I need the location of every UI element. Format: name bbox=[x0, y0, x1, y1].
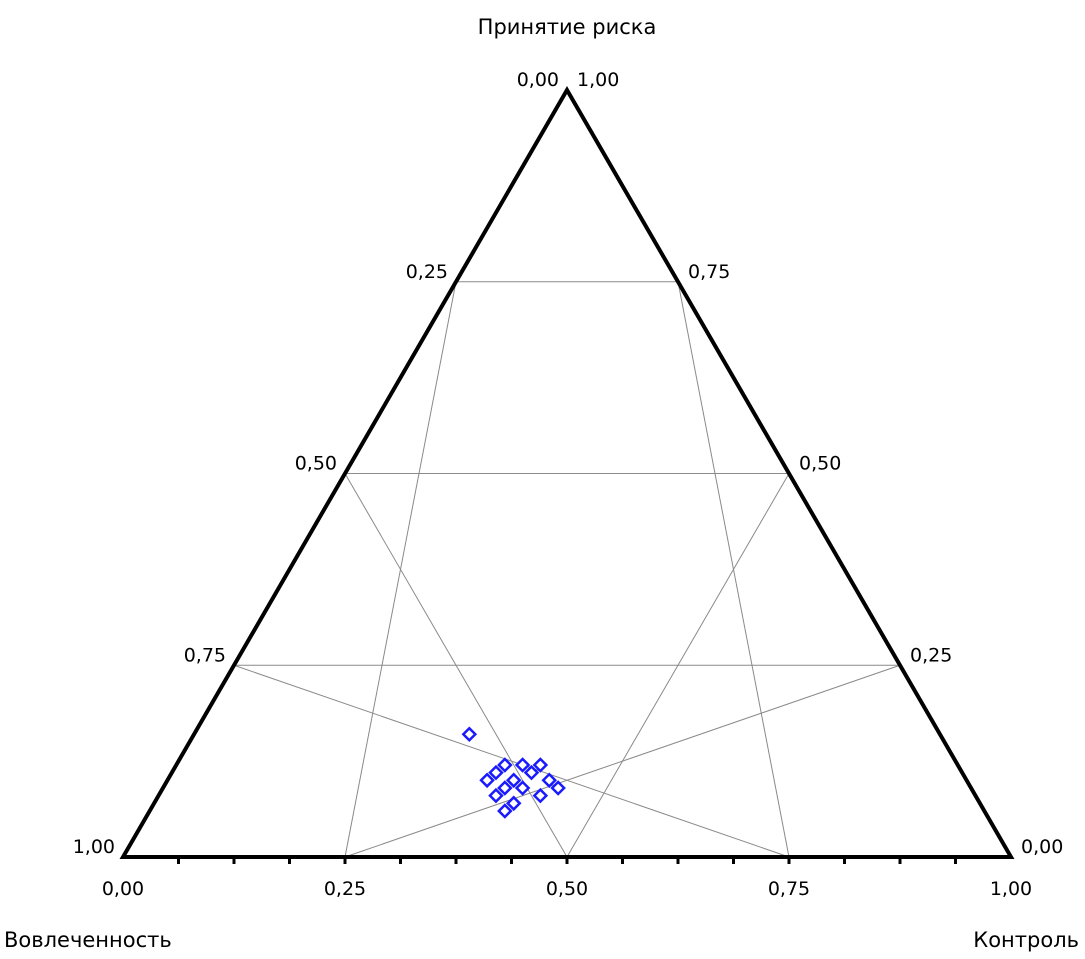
data-points bbox=[461, 726, 566, 819]
bottom-tick-marks bbox=[177, 857, 957, 864]
right-tick-label: 0,75 bbox=[688, 261, 730, 283]
right-tick-label: 1,00 bbox=[577, 69, 619, 91]
data-point bbox=[505, 772, 522, 789]
left-tick-label: 1,00 bbox=[73, 836, 115, 858]
data-point bbox=[497, 757, 513, 773]
data-point bbox=[497, 803, 513, 819]
bottom-tick-label: 0,25 bbox=[324, 878, 366, 900]
data-point bbox=[541, 772, 558, 789]
data-point bbox=[523, 764, 540, 781]
data-point bbox=[497, 780, 513, 796]
grid-line-descending bbox=[233, 664, 790, 858]
right-tick-label: 0,25 bbox=[910, 644, 952, 666]
grid-line-ascending bbox=[677, 281, 790, 858]
data-point bbox=[532, 787, 549, 804]
right-axis-title: Контроль bbox=[973, 928, 1079, 952]
data-point bbox=[479, 772, 495, 789]
data-point bbox=[488, 764, 504, 781]
bottom-tick-label: 0,50 bbox=[546, 878, 588, 900]
data-point bbox=[461, 726, 478, 743]
data-point bbox=[514, 757, 531, 773]
left-tick-label: 0,50 bbox=[295, 453, 337, 475]
bottom-tick-label: 1,00 bbox=[990, 878, 1032, 900]
bottom-tick-label: 0,75 bbox=[768, 878, 810, 900]
right-tick-label: 0,50 bbox=[799, 453, 841, 475]
data-point bbox=[550, 780, 566, 796]
data-point bbox=[505, 795, 522, 812]
data-point bbox=[532, 757, 549, 773]
data-point bbox=[488, 787, 504, 804]
bottom-tick-label: 0,00 bbox=[102, 878, 144, 900]
data-point bbox=[514, 780, 531, 796]
top-axis-title: Принятие риска bbox=[478, 15, 657, 39]
tick-labels: 0,00 0,25 0,50 0,75 1,00 1,00 0,75 0,50 0,25 0,00… bbox=[73, 69, 1064, 900]
left-axis-title: Вовлеченность bbox=[4, 928, 172, 952]
left-tick-label: 0,75 bbox=[184, 644, 226, 666]
right-tick-label: 0,00 bbox=[1021, 836, 1063, 858]
left-tick-label: 0,00 bbox=[517, 69, 559, 91]
left-tick-label: 0,25 bbox=[406, 261, 448, 283]
grid-lines bbox=[233, 281, 901, 858]
